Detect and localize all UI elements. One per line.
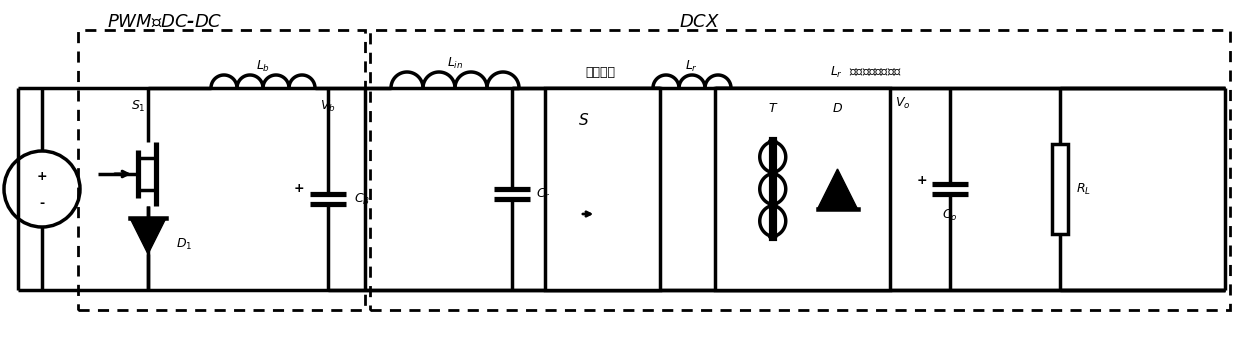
Text: +: + (37, 171, 47, 184)
Text: $S_1$: $S_1$ (130, 98, 145, 114)
Text: +: + (916, 175, 928, 187)
Polygon shape (130, 218, 166, 254)
Text: $D_1$: $D_1$ (176, 237, 192, 251)
Text: -: - (40, 196, 45, 210)
Text: $PWM$型$DC$-$DC$: $PWM$型$DC$-$DC$ (108, 13, 223, 31)
Text: $L_{in}$: $L_{in}$ (446, 56, 464, 70)
Text: $T$: $T$ (768, 101, 777, 115)
Text: $C_B$: $C_B$ (353, 191, 371, 207)
Text: $V_b$: $V_b$ (320, 98, 336, 114)
Text: $C_r$: $C_r$ (536, 186, 551, 202)
Text: 开关网络: 开关网络 (585, 65, 615, 79)
Text: +: + (294, 183, 304, 195)
Text: $DCX$: $DCX$ (680, 13, 720, 31)
Bar (546, 88, 660, 290)
Bar (370, 30, 1230, 310)
Text: $L_r$  变压器及整流结构: $L_r$ 变压器及整流结构 (830, 64, 901, 80)
Text: $S$: $S$ (578, 112, 589, 128)
Bar (1052, 144, 1068, 234)
Text: $L_r$: $L_r$ (686, 58, 698, 73)
Text: $V_o$: $V_o$ (895, 95, 910, 111)
Text: $L_b$: $L_b$ (255, 58, 270, 73)
Text: $R_L$: $R_L$ (1076, 181, 1091, 196)
Text: $D$: $D$ (832, 101, 843, 115)
Bar (715, 88, 890, 290)
Polygon shape (817, 169, 858, 209)
Bar (78, 30, 365, 310)
Text: $C_o$: $C_o$ (942, 208, 957, 223)
